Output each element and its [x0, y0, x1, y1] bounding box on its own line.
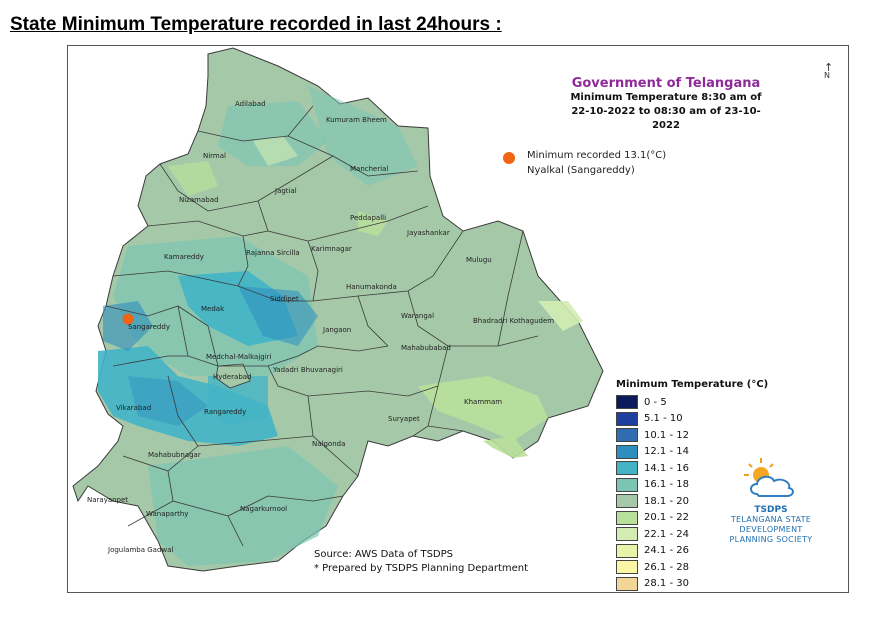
district-label: Sangareddy: [128, 323, 170, 331]
minimum-marker-map: [122, 313, 134, 325]
district-label: Karimnagar: [311, 245, 352, 253]
district-label: Nirmal: [203, 152, 226, 160]
district-label: Jogulamba Gadwal: [108, 546, 174, 554]
legend-swatch: [616, 461, 638, 476]
district-label: Mahabubabad: [401, 344, 451, 352]
logo-line1: TELANGANA STATE: [730, 515, 812, 524]
north-arrow-icon: ↑ N: [824, 61, 834, 80]
district-label: Siddipet: [270, 295, 299, 303]
legend-swatch: [616, 560, 638, 575]
district-label: Mahabubnagar: [148, 451, 201, 459]
district-label: Suryapet: [388, 415, 420, 423]
legend-swatch: [616, 543, 638, 558]
district-label: Adilabad: [235, 100, 266, 108]
district-label: Jayashankar: [407, 229, 450, 237]
tsdps-logo: TSDPS TELANGANA STATE DEVELOPMENT PLANNI…: [716, 456, 826, 545]
minimum-note: Minimum recorded 13.1(°C) Nyalkal (Sanga…: [527, 148, 666, 178]
logo-line2: DEVELOPMENT: [739, 525, 803, 534]
legend-label: 12.1 - 14: [644, 446, 689, 458]
district-label: Medak: [201, 305, 225, 313]
district-label: Vikarabad: [116, 404, 152, 412]
legend-title: Minimum Temperature (°C): [616, 379, 769, 390]
district-label: Narayanpet: [87, 496, 129, 504]
legend-swatch: [616, 510, 638, 525]
district-label: Kamareddy: [164, 253, 204, 261]
legend-label: 22.1 - 24: [644, 528, 689, 540]
minimum-marker-legend: [503, 152, 515, 164]
district-label: Nagarkurnool: [240, 505, 288, 513]
minimum-note-line1: Minimum recorded 13.1(°C): [527, 150, 667, 161]
district-label: Rajanna Sircilla: [246, 249, 300, 257]
logo-name: TSDPS: [754, 505, 788, 515]
legend-label: 10.1 - 12: [644, 429, 689, 441]
district-label: Jagtial: [275, 187, 297, 195]
legend-item: 5.1 - 10: [616, 411, 768, 428]
map-title: Government of Telangana: [571, 76, 761, 91]
district-label: Mulugu: [466, 256, 492, 264]
district-label: Warangal: [401, 312, 435, 320]
district-label: Rangareddy: [204, 408, 247, 416]
legend-label: 5.1 - 10: [644, 413, 683, 425]
legend-item: 14.1 - 16: [616, 460, 768, 477]
page-heading: State Minimum Temperature recorded in la…: [10, 14, 502, 35]
legend-item: 16.1 - 18: [616, 477, 768, 494]
district-label: Nizamabad: [179, 196, 219, 204]
district-label: Khammam: [464, 398, 503, 406]
legend-label: 0 - 5: [644, 396, 667, 408]
map-frame: Government of Telangana Minimum Temperat…: [67, 45, 849, 593]
legend-item: 18.1 - 20: [616, 493, 768, 510]
source-note: Source: AWS Data of TSDPS * Prepared by …: [314, 548, 528, 576]
district-label: Yadadri Bhuvanagiri: [273, 366, 343, 374]
legend-label: 24.1 - 26: [644, 545, 689, 557]
map-title-block: Government of Telangana Minimum Temperat…: [566, 76, 766, 133]
legend-swatch: [616, 411, 638, 426]
district-label: Wanaparthy: [146, 510, 189, 518]
district-label: Nalgonda: [312, 440, 346, 448]
temperature-legend: Minimum Temperature (°C) 0 - 5 5.1 - 10 10…: [616, 379, 768, 592]
district-label: Medchal-Malkajgiri: [206, 353, 272, 361]
telangana-map: [72, 47, 604, 572]
legend-item: 24.1 - 26: [616, 543, 768, 560]
legend-item: 28.1 - 30: [616, 576, 768, 593]
map-subtitle-line2: 22-10-2022 to 08:30 am of 23-10-2022: [571, 106, 761, 131]
north-label: N: [824, 71, 830, 80]
legend-swatch: [616, 494, 638, 509]
district-label: Bhadradri Kothagudem: [473, 317, 555, 325]
legend-label: 20.1 - 22: [644, 512, 689, 524]
district-label: Peddapalli: [350, 214, 387, 222]
legend-swatch: [616, 444, 638, 459]
legend-item: 22.1 - 24: [616, 526, 768, 543]
legend-label: 16.1 - 18: [644, 479, 689, 491]
legend-swatch: [616, 428, 638, 443]
legend-item: 12.1 - 14: [616, 444, 768, 461]
legend-label: 26.1 - 28: [644, 561, 689, 573]
legend-label: 14.1 - 16: [644, 462, 689, 474]
district-label: Mancherial: [350, 165, 389, 173]
minimum-note-line2: Nyalkal (Sangareddy): [527, 165, 635, 176]
legend-label: 28.1 - 30: [644, 578, 689, 590]
sun-cloud-icon: [744, 458, 794, 497]
district-label: Hyderabad: [213, 373, 252, 381]
logo-line3: PLANNING SOCIETY: [729, 535, 813, 544]
legend-swatch: [616, 576, 638, 591]
map-subtitle-line1: Minimum Temperature 8:30 am of: [570, 92, 762, 103]
source-line2: * Prepared by TSDPS Planning Department: [314, 563, 529, 574]
legend-swatch: [616, 527, 638, 542]
source-line1: Source: AWS Data of TSDPS: [314, 549, 454, 560]
legend-item: 0 - 5: [616, 394, 768, 411]
legend-item: 10.1 - 12: [616, 427, 768, 444]
district-label: Jangaon: [323, 326, 352, 334]
legend-swatch: [616, 395, 638, 410]
district-label: Hanumakonda: [346, 283, 397, 291]
legend-swatch: [616, 477, 638, 492]
district-label: Kumuram Bheem: [326, 116, 387, 124]
legend-item: 26.1 - 28: [616, 559, 768, 576]
legend-item: 20.1 - 22: [616, 510, 768, 527]
legend-label: 18.1 - 20: [644, 495, 689, 507]
